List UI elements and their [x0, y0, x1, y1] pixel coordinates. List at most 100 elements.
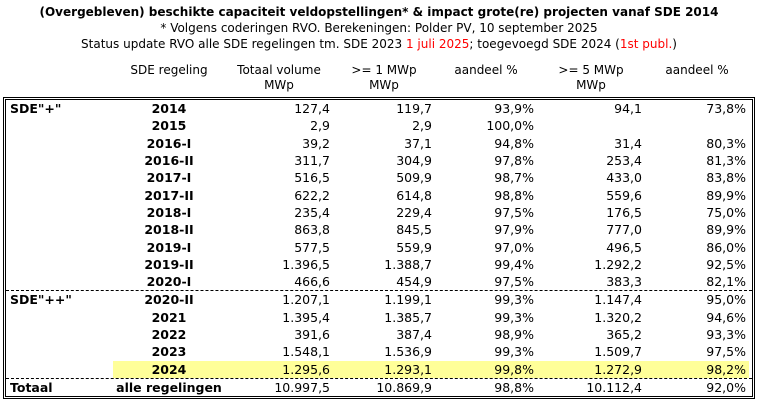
cell-aandeel-1: 99,3% [494, 309, 534, 325]
status-publ-note: 1st publ. [619, 37, 673, 51]
cell-gte-5mwp: 1.509,7 [594, 344, 642, 360]
cell-totaal-volume: 1.396,5 [282, 256, 330, 272]
cell-gte-5mwp: 559,6 [606, 187, 642, 203]
row-regeling: 2018-II [144, 222, 194, 238]
cell-gte-1mwp: 1.199,1 [384, 292, 432, 308]
row-regeling: 2017-II [144, 187, 194, 203]
row-regeling: alle regelingen [116, 379, 222, 395]
status-date: 1 juli 2025 [405, 37, 470, 51]
row-regeling: 2018-I [146, 204, 192, 220]
cell-totaal-volume: 391,6 [294, 327, 330, 342]
table-row: 2016-II 311,7 304,9 97,8% 253,4 81,3% [6, 152, 752, 169]
cell-gte-5mwp: 383,3 [606, 274, 642, 290]
cell-aandeel-5: 92,5% [706, 256, 746, 272]
cell-totaal-volume: 1.207,1 [282, 292, 330, 308]
cell-gte-1mwp: 304,9 [396, 153, 432, 169]
row-section-label: Totaal [10, 379, 53, 395]
table-row: 2019-II 1.396,5 1.388,7 99,4% 1.292,2 92,5% [6, 256, 752, 273]
cell-totaal-volume: 235,4 [294, 204, 330, 220]
cell-totaal-volume: 622,2 [294, 187, 330, 203]
cell-aandeel-1: 98,7% [494, 170, 534, 186]
column-header-gte-5mwp: >= 5 MWp MWp [558, 63, 624, 92]
row-regeling: 2019-II [144, 256, 194, 272]
cell-aandeel-5: 86,0% [706, 239, 746, 255]
cell-aandeel-1: 97,5% [494, 274, 534, 290]
table-row: 2023 1.548,1 1.536,9 99,3% 1.509,7 97,5% [6, 343, 752, 360]
table-row: 2015 2,9 2,9 100,0% [6, 117, 752, 134]
cell-totaal-volume: 516,5 [294, 170, 330, 186]
row-regeling: 2023 [151, 344, 187, 360]
cell-aandeel-5: 98,2% [645, 360, 749, 378]
cell-aandeel-5: 89,9% [706, 222, 746, 238]
cell-totaal-volume: 466,6 [294, 274, 330, 290]
table-row: 2017-I 516,5 509,9 98,7% 433,0 83,8% [6, 169, 752, 186]
page-subtitle: * Volgens coderingen RVO. Berekeningen: … [160, 21, 598, 35]
column-header-aandeel-5: aandeel % [665, 63, 729, 77]
table-row: SDE"+" 2014 127,4 119,7 93,9% 94,1 73,8% [6, 100, 752, 117]
cell-aandeel-1: 97,9% [494, 222, 534, 238]
cell-gte-1mwp: 614,8 [396, 187, 432, 203]
cell-aandeel-5: 93,3% [706, 327, 746, 342]
cell-totaal-volume: 1.548,1 [282, 344, 330, 360]
table-row: 2019-I 577,5 559,9 97,0% 496,5 86,0% [6, 238, 752, 255]
cell-gte-1mwp: 37,1 [404, 135, 432, 151]
cell-gte-1mwp: 119,7 [396, 101, 432, 117]
cell-gte-5mwp: 1.272,9 [537, 360, 645, 378]
cell-gte-5mwp: 496,5 [606, 239, 642, 255]
cell-aandeel-5: 95,0% [706, 292, 746, 308]
table-row: 2017-II 622,2 614,8 98,8% 559,6 89,9% [6, 186, 752, 203]
row-regeling: 2016-II [144, 153, 194, 169]
cell-gte-5mwp: 365,2 [606, 327, 642, 342]
cell-aandeel-1: 97,0% [494, 239, 534, 255]
table-row: 2020-I 466,6 454,9 97,5% 383,3 82,1% [6, 273, 752, 290]
row-regeling: 2015 [151, 118, 187, 134]
cell-aandeel-5: 94,6% [706, 309, 746, 325]
cell-gte-1mwp: 454,9 [396, 274, 432, 290]
table-row: SDE"++" 2020-II 1.207,1 1.199,1 99,3% 1.147,4… [6, 290, 752, 308]
column-header-blank [6, 63, 113, 93]
status-text-suffix: ) [672, 37, 677, 51]
row-regeling: 2020-II [144, 292, 194, 308]
column-header-gte-1mwp: >= 1 MWp MWp [351, 63, 417, 92]
table-row: 2024 1.295,6 1.293,1 99,8% 1.272,9 98,2% [6, 360, 752, 378]
table-row: Totaal alle regelingen 10.997,5 10.869,9 98,… [6, 377, 752, 396]
cell-aandeel-1: 99,8% [435, 360, 537, 378]
cell-aandeel-5: 73,8% [706, 101, 746, 117]
cell-gte-5mwp: 1.147,4 [594, 292, 642, 308]
cell-aandeel-5: 82,1% [706, 274, 746, 290]
table-row: 2018-II 863,8 845,5 97,9% 777,0 89,9% [6, 221, 752, 238]
cell-gte-5mwp: 777,0 [606, 222, 642, 238]
row-regeling: 2021 [151, 309, 187, 325]
column-header-aandeel-1: aandeel % [454, 63, 518, 77]
cell-aandeel-1: 94,8% [494, 135, 534, 151]
cell-gte-5mwp: 433,0 [606, 170, 642, 186]
table-row: 2018-I 235,4 229,4 97,5% 176,5 75,0% [6, 204, 752, 221]
cell-aandeel-1: 97,8% [494, 153, 534, 169]
cell-aandeel-5: 75,0% [706, 204, 746, 220]
cell-totaal-volume: 1.295,6 [225, 360, 333, 378]
status-line: Status update RVO alle SDE regelingen tm… [0, 37, 758, 52]
row-section-label: SDE"+" [10, 101, 62, 117]
status-text-mid: ; toegevoegd SDE 2024 ( [469, 37, 620, 51]
cell-aandeel-1: 98,8% [494, 187, 534, 203]
cell-totaal-volume: 127,4 [294, 101, 330, 117]
cell-aandeel-1: 100,0% [486, 118, 534, 134]
cell-aandeel-1: 93,9% [494, 101, 534, 117]
row-regeling: 2024 [113, 360, 225, 378]
cell-totaal-volume: 39,2 [302, 135, 330, 151]
cell-aandeel-5: 89,9% [706, 187, 746, 203]
table-row: 2016-I 39,2 37,1 94,8% 31,4 80,3% [6, 135, 752, 152]
cell-gte-1mwp: 559,9 [396, 239, 432, 255]
cell-gte-1mwp: 229,4 [396, 204, 432, 220]
cell-aandeel-5: 97,5% [706, 344, 746, 360]
cell-totaal-volume: 2,9 [310, 118, 330, 134]
cell-totaal-volume: 311,7 [294, 153, 330, 169]
cell-aandeel-1: 98,9% [494, 327, 534, 342]
cell-aandeel-5: 81,3% [706, 153, 746, 169]
row-regeling: 2017-I [146, 170, 192, 186]
cell-gte-5mwp: 31,4 [614, 135, 642, 151]
table-row: 2021 1.395,4 1.385,7 99,3% 1.320,2 94,6% [6, 309, 752, 326]
table-row: 2022 391,6 387,4 98,9% 365,2 93,3% [6, 326, 752, 343]
cell-gte-1mwp: 1.385,7 [384, 309, 432, 325]
